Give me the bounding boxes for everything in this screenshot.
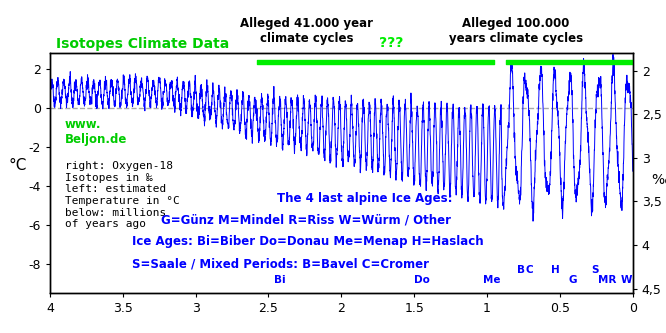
- Text: G=Günz M=Mindel R=Riss W=Würm / Other: G=Günz M=Mindel R=Riss W=Würm / Other: [161, 214, 451, 227]
- Text: ???: ???: [379, 37, 403, 51]
- Text: Do: Do: [414, 275, 430, 285]
- Text: Bi: Bi: [274, 275, 286, 285]
- Text: W: W: [621, 275, 633, 285]
- Text: right: Oxygen-18
Isotopes in ‰
left: estimated
Temperature in °C
below: millions: right: Oxygen-18 Isotopes in ‰ left: est…: [65, 161, 179, 229]
- Text: Me: Me: [483, 275, 500, 285]
- Text: www.
Beljon.de: www. Beljon.de: [65, 118, 127, 146]
- Text: Isotopes Climate Data: Isotopes Climate Data: [56, 37, 229, 51]
- Text: H: H: [551, 264, 560, 274]
- Text: The 4 last alpine Ice Ages:: The 4 last alpine Ice Ages:: [277, 192, 453, 205]
- Text: C: C: [525, 264, 533, 274]
- Text: Alleged 41.000 year
climate cycles: Alleged 41.000 year climate cycles: [240, 17, 373, 45]
- Text: B: B: [517, 264, 525, 274]
- Text: Ice Ages: Bi=Biber Do=Donau Me=Menap H=Haslach: Ice Ages: Bi=Biber Do=Donau Me=Menap H=H…: [131, 235, 483, 248]
- Y-axis label: ‰o: ‰o: [651, 173, 666, 187]
- Text: S: S: [591, 264, 599, 274]
- Text: MR: MR: [598, 275, 617, 285]
- Y-axis label: °C: °C: [8, 158, 27, 173]
- Text: Alleged 100.000
years climate cycles: Alleged 100.000 years climate cycles: [449, 17, 583, 45]
- Text: G: G: [569, 275, 577, 285]
- Text: S=Saale / Mixed Periods: B=Bavel C=Cromer: S=Saale / Mixed Periods: B=Bavel C=Crome…: [131, 257, 428, 270]
